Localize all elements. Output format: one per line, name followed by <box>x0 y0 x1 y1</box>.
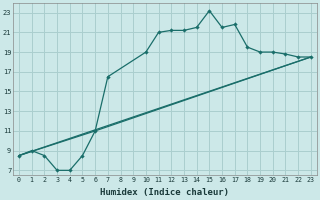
X-axis label: Humidex (Indice chaleur): Humidex (Indice chaleur) <box>100 188 229 197</box>
